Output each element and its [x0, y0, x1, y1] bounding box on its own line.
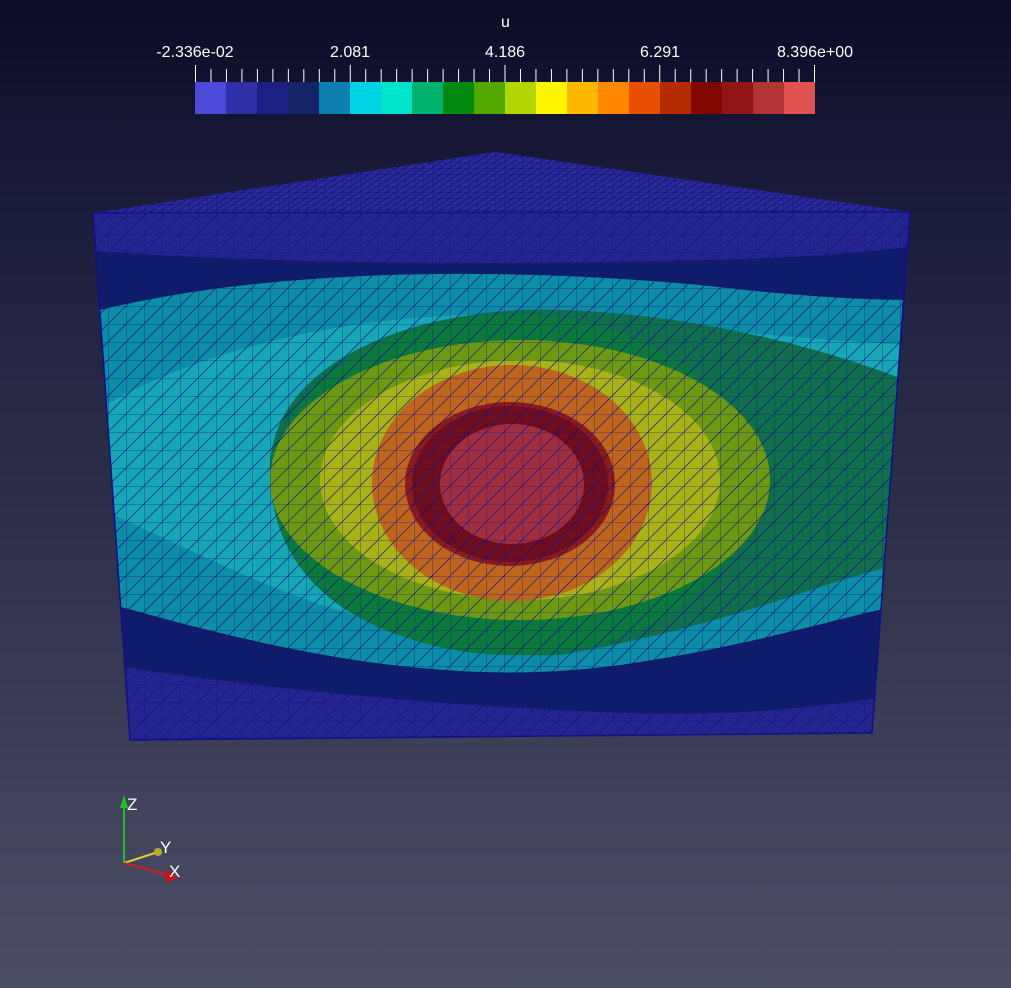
mesh-top-face-wire [93, 152, 910, 213]
scalar-bar-label: 6.291 [639, 44, 681, 61]
scalar-bar-swatch [660, 82, 691, 114]
mesh-front-outline [92, 211, 911, 741]
scalar-bar-swatch [629, 82, 660, 114]
scalar-bar-swatch [784, 82, 815, 114]
scalar-bar-swatch [226, 82, 257, 114]
mesh-front-face [93, 212, 910, 740]
scalar-bar-label: 2.081 [329, 44, 371, 61]
scalar-bar-swatch [536, 82, 567, 114]
y-axis-label: Y [160, 838, 171, 857]
scalar-bar-swatch [319, 82, 350, 114]
mesh-wireframe [93, 212, 910, 740]
scalar-bar-swatch [598, 82, 629, 114]
x-axis-arrow-icon [164, 870, 178, 883]
scalar-bar-swatch [412, 82, 443, 114]
scalar-bar-ticks [195, 65, 815, 83]
scalar-bar-swatch [381, 82, 412, 114]
scalar-bar-swatch [567, 82, 598, 114]
scalar-bar-swatch [691, 82, 722, 114]
scalar-bar-swatch [195, 82, 226, 114]
scalar-bar-label: 4.186 [484, 44, 526, 61]
y-axis-line [123, 851, 159, 864]
x-axis-line [123, 862, 173, 877]
z-axis-arrow-icon [120, 795, 128, 808]
scalar-bar-swatch [257, 82, 288, 114]
scalar-bar-swatch [443, 82, 474, 114]
scalar-bar-label-max: 8.396e+00 [776, 44, 854, 61]
scalar-bar-swatch [288, 82, 319, 114]
x-axis-label: X [169, 862, 180, 881]
z-axis-label: Z [127, 795, 137, 814]
orientation-axes[interactable]: Z Y X [120, 795, 180, 883]
scalar-bar-label-min: -2.336e-02 [156, 44, 234, 61]
scalar-bar-swatch [722, 82, 753, 114]
scalar-bar-swatch [505, 82, 536, 114]
scalar-bar-swatch [474, 82, 505, 114]
scalar-bar-swatch [753, 82, 784, 114]
scalar-bar[interactable] [195, 82, 815, 114]
scalar-bar-title: u [501, 14, 510, 31]
scalar-bar-swatch [350, 82, 381, 114]
y-axis-arrow-icon [154, 848, 162, 856]
